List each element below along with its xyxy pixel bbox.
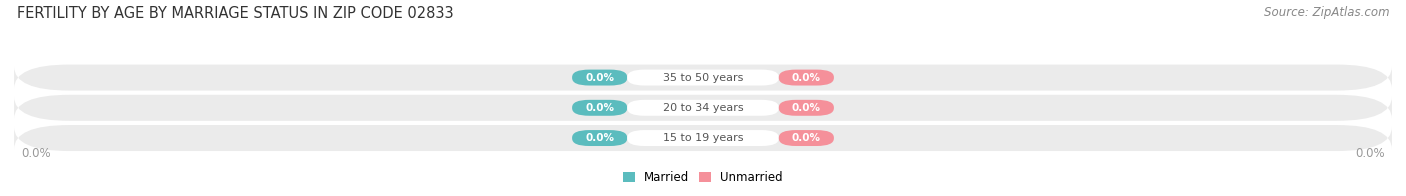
FancyBboxPatch shape [627, 70, 779, 85]
Text: 0.0%: 0.0% [585, 133, 614, 143]
Text: 0.0%: 0.0% [585, 73, 614, 83]
FancyBboxPatch shape [14, 125, 1392, 151]
Text: 0.0%: 0.0% [792, 133, 821, 143]
FancyBboxPatch shape [14, 95, 1392, 121]
Text: 0.0%: 0.0% [585, 103, 614, 113]
Text: 0.0%: 0.0% [21, 147, 51, 160]
Legend: Married, Unmarried: Married, Unmarried [623, 172, 783, 184]
FancyBboxPatch shape [572, 70, 627, 85]
FancyBboxPatch shape [572, 100, 627, 116]
FancyBboxPatch shape [14, 64, 1392, 91]
FancyBboxPatch shape [779, 70, 834, 85]
Text: 0.0%: 0.0% [1355, 147, 1385, 160]
FancyBboxPatch shape [572, 130, 627, 146]
FancyBboxPatch shape [627, 130, 779, 146]
Text: 0.0%: 0.0% [792, 73, 821, 83]
FancyBboxPatch shape [779, 130, 834, 146]
FancyBboxPatch shape [779, 100, 834, 116]
Text: Source: ZipAtlas.com: Source: ZipAtlas.com [1264, 6, 1389, 19]
Text: 15 to 19 years: 15 to 19 years [662, 133, 744, 143]
Text: 35 to 50 years: 35 to 50 years [662, 73, 744, 83]
Text: FERTILITY BY AGE BY MARRIAGE STATUS IN ZIP CODE 02833: FERTILITY BY AGE BY MARRIAGE STATUS IN Z… [17, 6, 454, 21]
Text: 0.0%: 0.0% [792, 103, 821, 113]
Text: 20 to 34 years: 20 to 34 years [662, 103, 744, 113]
FancyBboxPatch shape [627, 100, 779, 116]
